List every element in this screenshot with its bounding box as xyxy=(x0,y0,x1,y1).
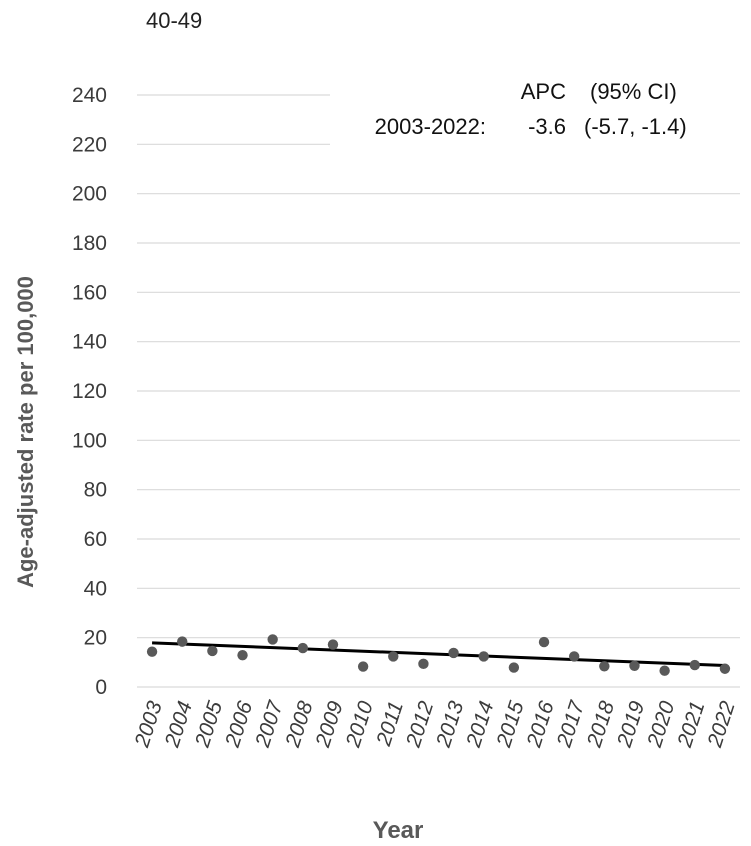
annotation-apc-value: -3.6 xyxy=(528,114,566,139)
trend-line xyxy=(152,641,725,668)
data-point-2010 xyxy=(357,661,369,672)
x-tick-labels: 2003200420052006200720082009201020112012… xyxy=(130,697,740,751)
y-tick-label: 140 xyxy=(72,331,107,354)
y-tick-label: 100 xyxy=(72,429,107,452)
data-point-2014 xyxy=(478,651,489,662)
data-point-2013 xyxy=(448,647,459,659)
data-point-2007 xyxy=(267,634,278,645)
data-point-2005 xyxy=(207,645,218,657)
annotation-period: 2003-2022: xyxy=(375,114,486,139)
data-point-2011 xyxy=(388,651,399,662)
data-point-2003 xyxy=(146,646,158,657)
data-point-2006 xyxy=(237,649,248,661)
data-point-2021 xyxy=(689,659,700,671)
y-tick-label: 80 xyxy=(84,479,107,502)
data-point-2019 xyxy=(629,660,640,671)
y-axis-label: Age-adjusted rate per 100,000 xyxy=(13,276,38,588)
data-point-2017 xyxy=(568,651,580,662)
data-points xyxy=(146,634,731,676)
y-tick-label: 160 xyxy=(72,281,107,304)
data-point-2004 xyxy=(177,636,188,647)
data-point-2016 xyxy=(538,636,550,648)
annotation-ci-value: (-5.7, -1.4) xyxy=(584,114,687,139)
data-point-2022 xyxy=(719,663,731,674)
y-tick-label: 120 xyxy=(72,380,107,403)
y-tick-label: 0 xyxy=(95,676,107,699)
annotation-header-ci: (95% CI) xyxy=(590,79,677,104)
data-point-2009 xyxy=(327,639,339,650)
x-axis-label: Year xyxy=(373,817,424,844)
data-point-2015 xyxy=(508,662,520,673)
y-tick-label: 180 xyxy=(72,232,107,255)
y-tick-label: 20 xyxy=(84,627,107,650)
y-tick-label: 240 xyxy=(72,84,107,107)
panel-label: 40-49 xyxy=(146,8,203,33)
y-tick-label: 60 xyxy=(84,528,107,551)
y-tick-labels: 0 20 40 60 80 100 120 140 160 180 200 220 240 xyxy=(72,84,107,699)
data-point-2018 xyxy=(599,661,610,672)
y-tick-label: 200 xyxy=(72,183,107,206)
annotation-header-apc: APC xyxy=(521,79,566,104)
apc-annotation: APC (95% CI) 2003-2022: -3.6 (-5.7, -1.4… xyxy=(375,79,687,139)
data-point-2020 xyxy=(659,665,670,676)
data-point-2008 xyxy=(297,642,309,654)
y-tick-label: 40 xyxy=(84,577,107,600)
y-tick-label: 220 xyxy=(72,133,107,156)
data-point-2012 xyxy=(418,658,429,670)
gridlines xyxy=(137,94,740,688)
